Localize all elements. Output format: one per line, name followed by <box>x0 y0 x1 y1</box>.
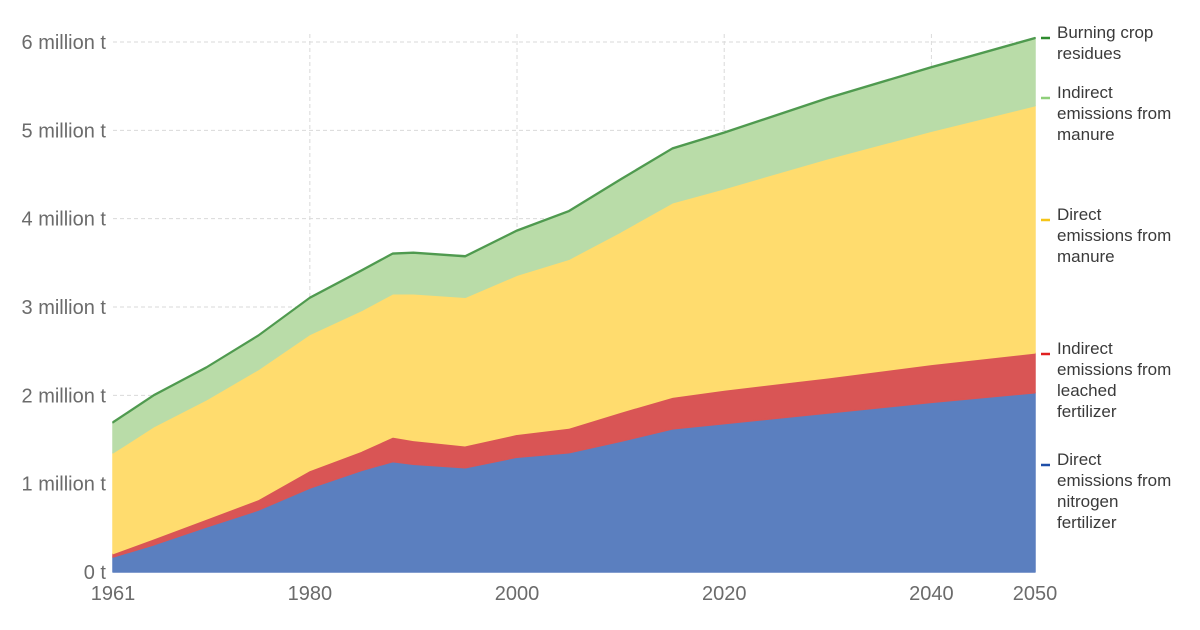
y-tick-label: 6 million t <box>22 32 107 54</box>
y-tick-label: 0 t <box>84 562 107 584</box>
legend-label: Direct emissions from nitrogen fertilizer <box>1057 450 1171 532</box>
legend-item: Indirect emissions from leached fertilizer <box>1041 339 1171 421</box>
x-tick-label: 2040 <box>909 583 954 605</box>
x-tick-label: 1961 <box>91 583 136 605</box>
legend-item: Indirect emissions from manure <box>1041 83 1171 144</box>
x-tick-label: 2050 <box>1013 583 1058 605</box>
y-tick-label: 4 million t <box>22 209 107 231</box>
y-axis: 0 t 1 million t 2 million t 3 million t 4 mi… <box>22 32 107 584</box>
y-tick-label: 2 million t <box>22 385 107 407</box>
x-tick-label: 2000 <box>495 583 540 605</box>
legend-label: Indirect emissions from manure <box>1057 83 1171 144</box>
legend-label: Direct emissions from manure <box>1057 205 1171 266</box>
legend-label: Indirect emissions from leached fertilizer <box>1057 339 1171 421</box>
legend-item: Direct emissions from manure <box>1041 205 1171 266</box>
x-axis: 1961 1980 2000 2020 2040 2050 <box>91 583 1058 605</box>
y-tick-label: 1 million t <box>22 474 107 496</box>
legend-item: Burning crop residues <box>1041 23 1153 63</box>
legend: Burning crop residues Indirect emissions fr… <box>1041 23 1171 532</box>
area-burning-crop-residues <box>112 36 1036 424</box>
y-tick-label: 5 million t <box>22 120 107 142</box>
x-tick-label: 1980 <box>288 583 333 605</box>
legend-item: Direct emissions from nitrogen fertilizer <box>1041 450 1171 532</box>
y-tick-label: 3 million t <box>22 297 107 319</box>
legend-label: Burning crop residues <box>1057 23 1153 63</box>
area-series <box>112 36 1036 573</box>
x-tick-label: 2020 <box>702 583 747 605</box>
